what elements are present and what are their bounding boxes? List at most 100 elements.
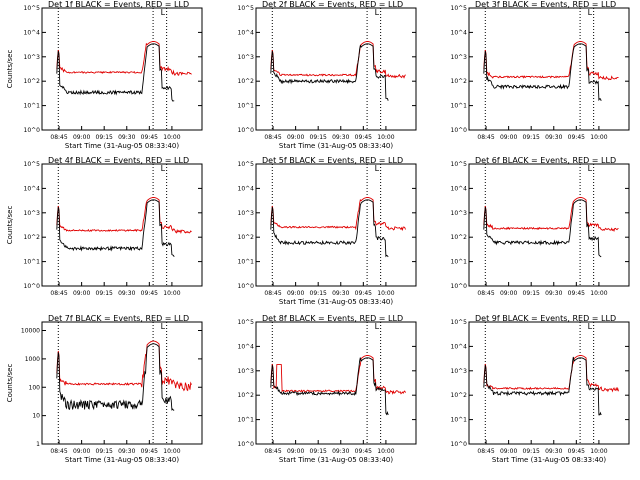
x-tick-label: 09:00 [500, 134, 517, 141]
cursor-marker: L [588, 164, 593, 173]
y-tick-label: 10^0 [238, 127, 255, 134]
plot-frame [255, 321, 417, 445]
y-tick-label: 10^3 [24, 210, 41, 217]
y-tick-label: 10^5 [238, 5, 255, 12]
y-tick-label: 10^2 [24, 234, 41, 241]
plot-frame [41, 7, 203, 131]
panel-title: Det 1f BLACK = Events, RED = LLD [48, 0, 189, 9]
cursor-marker: L [375, 164, 380, 173]
events-series-line [56, 43, 175, 102]
x-tick-label: 09:30 [332, 134, 349, 141]
panel-title: Det 2f BLACK = Events, RED = LLD [262, 0, 403, 9]
plot-frame [468, 321, 630, 445]
x-tick-label: 09:45 [355, 448, 372, 455]
x-tick-label: 10:00 [377, 134, 394, 141]
x-tick-label: 09:30 [545, 448, 562, 455]
x-tick-label: 09:15 [310, 448, 327, 455]
x-axis-label: Start Time (31-Aug-05 08:33:40) [279, 456, 393, 464]
y-tick-label: 10^1 [238, 103, 255, 110]
lld-series-line [270, 41, 406, 79]
lld-series-line [270, 197, 406, 232]
panel-title: Det 9f BLACK = Events, RED = LLD [475, 314, 616, 323]
events-series-line [270, 43, 389, 101]
x-tick-label: 09:45 [568, 290, 585, 297]
y-tick-label: 1 [36, 441, 40, 448]
events-series-line [270, 357, 389, 416]
lld-series-line [270, 355, 406, 395]
x-tick-label: 08:45 [50, 290, 67, 297]
cursor-marker: L [161, 322, 166, 331]
y-tick-label: 10^3 [238, 210, 255, 217]
y-tick-label: 10^4 [451, 29, 468, 36]
y-tick-label: 10^1 [24, 259, 41, 266]
y-tick-label: 10^4 [238, 343, 255, 350]
x-tick-label: 09:30 [545, 134, 562, 141]
x-tick-label: 09:00 [500, 448, 517, 455]
y-tick-label: 10^1 [451, 259, 468, 266]
x-axis-label: Start Time (31-Aug-05 08:33:40) [279, 142, 393, 150]
plot-frame [468, 163, 630, 287]
panel-title: Det 5f BLACK = Events, RED = LLD [262, 156, 403, 165]
y-tick-label: 10^3 [238, 368, 255, 375]
y-tick-label: 10^3 [451, 368, 468, 375]
x-axis-label: Start Time (31-Aug-05 08:33:40) [65, 142, 179, 150]
events-series-line [483, 356, 602, 416]
y-tick-label: 100 [29, 384, 41, 391]
x-tick-label: 10:00 [163, 134, 180, 141]
y-tick-label: 10^3 [451, 210, 468, 217]
x-tick-label: 09:45 [141, 448, 158, 455]
y-tick-label: 10^0 [24, 283, 41, 290]
x-axis-label: Start Time (31-Aug-05 08:33:40) [65, 456, 179, 464]
plot-frame [255, 163, 417, 287]
y-tick-label: 10^4 [451, 185, 468, 192]
x-axis-label: Start Time (31-Aug-05 08:33:40) [279, 298, 393, 306]
x-tick-label: 09:15 [523, 134, 540, 141]
x-tick-label: 09:30 [118, 448, 135, 455]
x-tick-label: 09:15 [96, 290, 113, 297]
y-tick-label: 10^3 [238, 54, 255, 61]
cursor-marker: L [161, 8, 166, 17]
x-tick-label: 09:45 [141, 134, 158, 141]
x-tick-label: 10:00 [163, 448, 180, 455]
plot-frame [41, 321, 203, 445]
plot-frame [41, 163, 203, 287]
cursor-marker: L [375, 8, 380, 17]
y-tick-label: 10^5 [451, 161, 468, 168]
lld-series-line [56, 41, 192, 76]
y-tick-label: 10^0 [238, 283, 255, 290]
x-tick-label: 08:45 [264, 134, 281, 141]
y-tick-label: 10^5 [451, 319, 468, 326]
panel-title: Det 6f BLACK = Events, RED = LLD [475, 156, 616, 165]
y-tick-label: 10^2 [451, 78, 468, 85]
y-tick-label: 10^5 [238, 319, 255, 326]
y-tick-label: 1000 [25, 356, 40, 363]
x-tick-label: 09:45 [568, 448, 585, 455]
y-tick-label: 10^0 [451, 441, 468, 448]
x-tick-label: 10:00 [590, 290, 607, 297]
y-tick-label: 10^1 [238, 417, 255, 424]
x-tick-label: 08:45 [477, 448, 494, 455]
y-tick-label: 10^4 [238, 185, 255, 192]
x-tick-label: 09:45 [141, 290, 158, 297]
lld-series-line [483, 197, 619, 233]
x-tick-label: 09:15 [310, 290, 327, 297]
y-tick-label: 10^3 [451, 54, 468, 61]
y-tick-label: 10^2 [24, 78, 41, 85]
x-tick-label: 09:15 [523, 290, 540, 297]
y-tick-label: 10 [32, 413, 40, 420]
events-series-line [270, 199, 389, 258]
cursor-marker: L [375, 322, 380, 331]
y-tick-label: 10^2 [238, 78, 255, 85]
events-series-line [56, 343, 175, 411]
y-tick-label: 10^2 [451, 234, 468, 241]
y-tick-label: 10^1 [451, 417, 468, 424]
x-tick-label: 09:15 [96, 448, 113, 455]
y-tick-label: 10^4 [451, 343, 468, 350]
events-series-line [483, 43, 602, 102]
x-tick-label: 09:00 [73, 290, 90, 297]
panel-title: Det 3f BLACK = Events, RED = LLD [475, 0, 616, 9]
